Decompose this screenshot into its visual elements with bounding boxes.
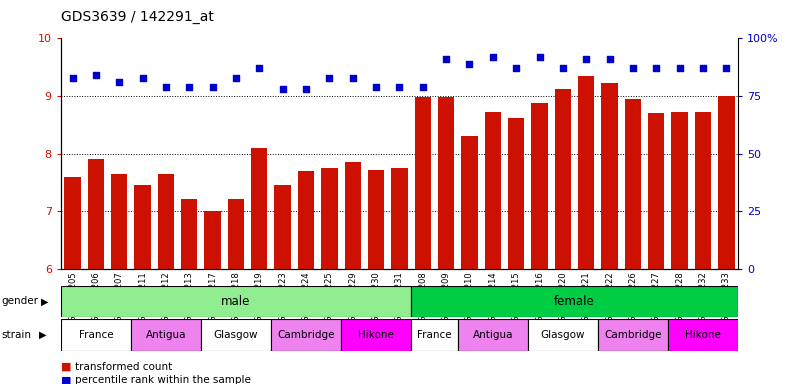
Point [66, 74, 79, 81]
Point [182, 84, 195, 90]
Bar [508, 118, 525, 269]
Text: transformed count: transformed count [75, 362, 172, 372]
Text: ■: ■ [61, 375, 71, 384]
Point [580, 56, 593, 62]
Bar [411, 319, 457, 351]
Point [206, 84, 219, 90]
Bar [438, 97, 454, 269]
Text: Hikone: Hikone [358, 330, 394, 340]
Bar [135, 185, 151, 269]
Text: GDS3639 / 142291_at: GDS3639 / 142291_at [61, 10, 214, 23]
Bar [341, 319, 411, 351]
Bar [672, 112, 688, 269]
Point [136, 74, 149, 81]
Bar [578, 76, 594, 269]
Bar [648, 113, 664, 269]
Bar [181, 199, 197, 269]
Point [113, 79, 126, 85]
Bar [88, 159, 104, 269]
Point [277, 86, 290, 92]
Point [533, 54, 546, 60]
Text: Cambridge: Cambridge [277, 330, 335, 340]
Bar [555, 89, 571, 269]
Bar [602, 83, 618, 269]
Point [603, 56, 616, 62]
Text: France: France [417, 330, 452, 340]
Text: percentile rank within the sample: percentile rank within the sample [75, 375, 251, 384]
Point [673, 65, 686, 71]
Point [697, 65, 710, 71]
Bar [531, 103, 547, 269]
Bar [321, 168, 337, 269]
Bar [131, 319, 201, 351]
Bar [61, 286, 411, 317]
Point [626, 65, 639, 71]
Point [323, 74, 336, 81]
Bar [457, 319, 528, 351]
Bar [157, 174, 174, 269]
Text: female: female [554, 295, 595, 308]
Text: Glasgow: Glasgow [214, 330, 258, 340]
Bar [368, 170, 384, 269]
Point [416, 84, 429, 90]
Point [463, 61, 476, 67]
Text: male: male [221, 295, 251, 308]
Bar [228, 199, 244, 269]
Bar [461, 136, 478, 269]
Bar [204, 211, 221, 269]
Bar [201, 319, 271, 351]
Text: France: France [79, 330, 114, 340]
Bar [624, 99, 642, 269]
Point [393, 84, 406, 90]
Text: Hikone: Hikone [685, 330, 721, 340]
Bar [598, 319, 668, 351]
Text: strain: strain [2, 330, 32, 340]
Point [89, 72, 102, 78]
Text: ▶: ▶ [41, 296, 48, 306]
Point [440, 56, 453, 62]
Text: ▶: ▶ [39, 330, 46, 340]
Bar [64, 177, 80, 269]
Text: gender: gender [2, 296, 39, 306]
Bar [271, 319, 341, 351]
Bar [251, 148, 268, 269]
Bar [414, 97, 431, 269]
Text: Cambridge: Cambridge [604, 330, 662, 340]
Bar [298, 171, 314, 269]
Bar [111, 174, 127, 269]
Point [346, 74, 359, 81]
Bar [411, 286, 738, 317]
Point [370, 84, 383, 90]
Point [253, 65, 266, 71]
Bar [719, 96, 735, 269]
Point [650, 65, 663, 71]
Bar [274, 185, 291, 269]
Text: Antigua: Antigua [146, 330, 187, 340]
Point [230, 74, 242, 81]
Point [556, 65, 569, 71]
Bar [391, 168, 408, 269]
Point [160, 84, 173, 90]
Text: Antigua: Antigua [473, 330, 513, 340]
Bar [528, 319, 598, 351]
Point [720, 65, 733, 71]
Bar [485, 112, 501, 269]
Point [299, 86, 312, 92]
Bar [345, 162, 361, 269]
Bar [61, 319, 131, 351]
Text: ■: ■ [61, 362, 71, 372]
Bar [668, 319, 738, 351]
Point [487, 54, 500, 60]
Bar [695, 112, 711, 269]
Point [509, 65, 522, 71]
Text: Glasgow: Glasgow [541, 330, 585, 340]
